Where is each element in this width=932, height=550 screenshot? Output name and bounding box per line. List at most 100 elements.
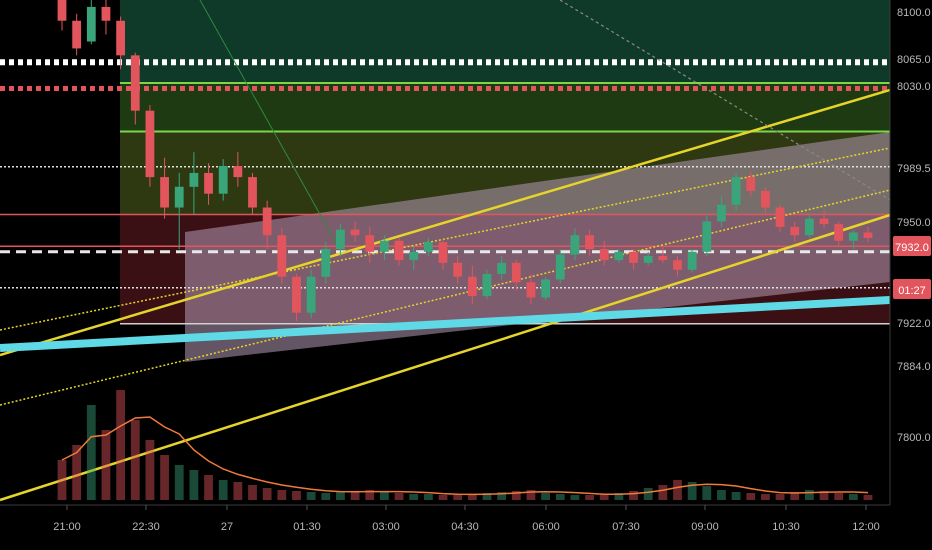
- time-tick-label: 27: [221, 521, 233, 533]
- candle-body-54: [848, 232, 858, 241]
- volume-bar-47: [746, 493, 756, 500]
- volume-bar-28: [467, 494, 477, 500]
- volume-bar-4: [116, 390, 126, 500]
- time-tick-label: 12:00: [852, 521, 880, 533]
- green-fan-line: [199, 0, 341, 251]
- volume-bar-17: [306, 492, 316, 500]
- countdown-label: 01:27: [898, 285, 926, 297]
- candle-body-33: [541, 279, 550, 298]
- time-tick-label: 10:30: [772, 521, 800, 533]
- candle-body-22: [380, 240, 389, 252]
- volume-bar-18: [321, 493, 331, 500]
- candle-body-15: [277, 235, 287, 277]
- candle-body-48: [761, 190, 770, 208]
- current-price-badge: [893, 236, 931, 256]
- candle-body-3: [101, 6, 111, 21]
- volume-bar-25: [423, 494, 433, 500]
- volume-bar-7: [160, 455, 169, 500]
- trendline-inner: [0, 147, 891, 331]
- volume-bar-16: [292, 491, 301, 500]
- volume-bar-38: [614, 493, 624, 500]
- volume-bar-41: [658, 485, 668, 500]
- candle-body-10: [204, 172, 213, 194]
- candle-body-50: [790, 226, 800, 236]
- trendline-mid: [0, 189, 891, 406]
- volume-bar-24: [409, 494, 419, 500]
- volume-bar-37: [599, 494, 609, 500]
- candle-body-42: [673, 260, 682, 270]
- candle-body-41: [658, 255, 668, 261]
- volume-bar-55: [863, 495, 873, 500]
- volume-bar-53: [834, 493, 844, 500]
- volume-bar-34: [555, 494, 565, 500]
- time-tick-label: 21:00: [53, 521, 81, 533]
- candle-body-8: [174, 186, 184, 208]
- volume-bar-0: [57, 460, 67, 500]
- candle-body-35: [570, 235, 580, 255]
- candle-body-14: [262, 207, 272, 236]
- price-zone-1: [120, 83, 890, 132]
- price-candles: [57, 0, 873, 321]
- volume-bar-2: [86, 405, 96, 500]
- candle-body-31: [511, 262, 521, 283]
- volume-bar-11: [218, 480, 228, 500]
- candle-body-34: [555, 254, 565, 280]
- volume-bar-31: [511, 491, 521, 500]
- price-tick-label: 7922.0: [897, 318, 931, 330]
- price-tick-label: 7800.0: [897, 432, 931, 444]
- price-tick-label: 7989.5: [897, 163, 931, 175]
- volume-bar-32: [526, 490, 536, 500]
- volume-bar-48: [761, 494, 770, 500]
- candle-body-27: [453, 262, 463, 277]
- volume-bar-45: [717, 490, 726, 500]
- volume-bar-20: [350, 491, 360, 500]
- candle-body-46: [731, 177, 741, 205]
- trendlines: [0, 0, 891, 502]
- gray-fan-line: [559, 0, 891, 201]
- candle-body-23: [394, 240, 404, 261]
- candle-body-7: [160, 177, 169, 208]
- volume-bar-52: [819, 491, 829, 500]
- volume-bar-35: [570, 495, 580, 500]
- time-tick-label: 01:30: [293, 521, 321, 533]
- candle-body-29: [482, 273, 492, 297]
- cyan-support-line: [0, 296, 891, 352]
- candle-body-45: [717, 204, 726, 222]
- price-tick-label: 7884.0: [897, 361, 931, 373]
- candle-body-53: [834, 224, 844, 241]
- candle-body-1: [72, 20, 82, 49]
- candle-body-17: [306, 276, 316, 313]
- candle-body-52: [819, 218, 829, 225]
- time-axis[interactable]: 21:00 22:30 27 01:30 03:00 04:30 06:00 07:30 09:…: [53, 505, 880, 533]
- candle-body-2: [86, 6, 96, 42]
- countdown-badge: [893, 279, 931, 299]
- volume-bar-6: [145, 440, 155, 500]
- volume-bar-36: [585, 495, 594, 500]
- candle-body-11: [218, 166, 228, 194]
- candle-body-36: [585, 235, 594, 250]
- candle-body-40: [643, 255, 653, 263]
- volume-bar-3: [101, 430, 111, 500]
- candle-body-32: [526, 282, 536, 298]
- candle-body-21: [365, 235, 375, 252]
- volume-bar-27: [453, 495, 463, 500]
- volume-bar-9: [189, 470, 199, 500]
- candle-body-55: [863, 232, 873, 238]
- volume-bar-22: [380, 492, 389, 500]
- volume-bar-26: [438, 495, 448, 500]
- volume-bar-50: [790, 492, 800, 500]
- candle-body-20: [350, 229, 360, 236]
- time-tick-label: 06:00: [532, 521, 560, 533]
- price-tick-label: 8030.0: [897, 81, 931, 93]
- candle-body-19: [336, 229, 345, 250]
- current-price-label: 7932.0: [895, 242, 929, 254]
- volume-bar-43: [687, 482, 697, 500]
- time-tick-label: 04:30: [451, 521, 479, 533]
- price-tick-label: 8065.0: [897, 54, 931, 66]
- volume-bar-21: [365, 490, 375, 500]
- volume-bar-13: [248, 485, 257, 500]
- volume-bar-33: [541, 493, 550, 500]
- volume-bar-23: [394, 493, 404, 500]
- price-tick-label: 8100.0: [897, 7, 931, 19]
